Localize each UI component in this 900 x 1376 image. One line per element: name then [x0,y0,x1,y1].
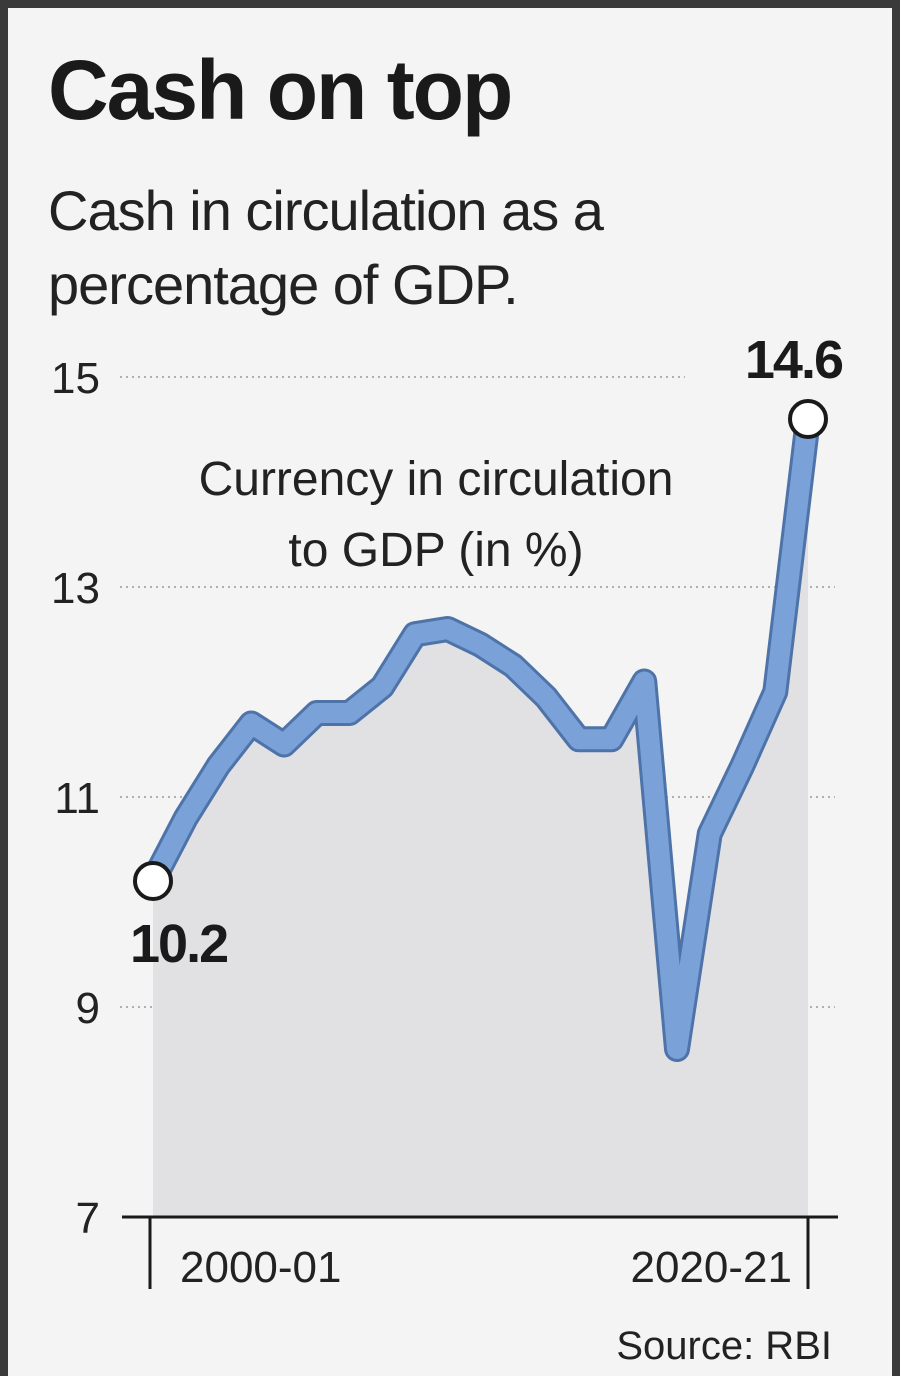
x-tick-label-end: 2020-21 [631,1243,792,1292]
start-value-label: 10.2 [130,914,227,974]
series-line [143,409,818,1059]
y-tick-label-13: 13 [51,564,100,613]
source-note: Source: RBI [616,1324,832,1368]
y-tick-label-11: 11 [54,774,100,823]
series-label-line2: to GDP (in %) [288,524,583,577]
axes: 2000-01 2020-21 [122,1215,838,1292]
y-tick-label-9: 9 [76,984,100,1033]
chart-title: Cash on top [48,43,513,137]
start-point-marker [133,861,173,901]
area-fill [153,419,808,1217]
series-line-layer [140,406,821,1062]
chart-subtitle: Cash in circulation as a percentage of G… [48,179,604,317]
y-tick-label-15: 15 [51,354,100,403]
x-tick-label-start: 2000-01 [180,1243,341,1292]
end-value-label: 14.6 [745,330,843,390]
series-label-line1: Currency in circulation [199,453,674,506]
labels: Currency in circulation to GDP (in %) 10… [130,330,845,974]
endpoint-markers [133,399,828,901]
end-point-marker [788,399,828,439]
area-fill-layer [153,419,808,1217]
y-tick-label-7: 7 [76,1194,100,1243]
